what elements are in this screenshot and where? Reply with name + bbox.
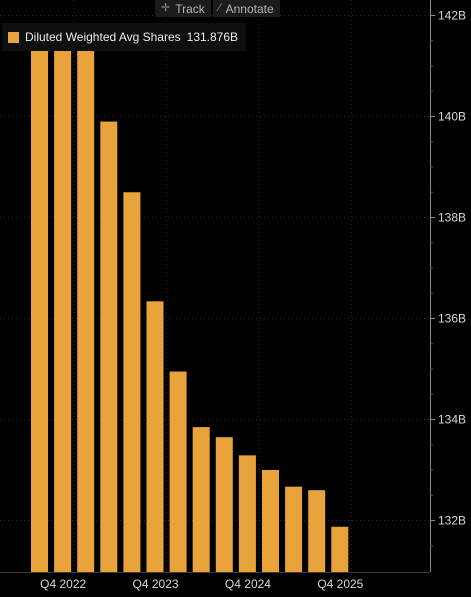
y-tick-label: 140B [438, 110, 466, 124]
bar [54, 48, 72, 572]
y-tick-label: 136B [438, 312, 466, 326]
annotate-button[interactable]: ∕ Annotate [212, 0, 280, 17]
x-tick-label: Q4 2025 [317, 577, 363, 591]
pencil-icon: ∕ [218, 2, 221, 14]
bar [192, 427, 210, 572]
x-tick-label: Q4 2024 [225, 577, 271, 591]
legend-last-value: 131.876B [186, 30, 239, 44]
chart-legend: Diluted Weighted Avg Shares 131.876B [2, 23, 247, 51]
chart-toolbar: ✛ Track ∕ Annotate [155, 0, 280, 17]
bar [331, 526, 349, 572]
bar [215, 437, 233, 572]
bar [262, 470, 279, 572]
crosshair-icon: ✛ [161, 2, 171, 14]
legend-swatch [8, 31, 19, 43]
track-button[interactable]: ✛ Track [155, 0, 211, 17]
x-tick-label: Q4 2023 [133, 577, 179, 591]
y-tick-label: 132B [438, 514, 466, 528]
y-tick-label: 134B [438, 413, 466, 427]
bar [169, 371, 187, 572]
y-tick-label: 142B [438, 9, 466, 23]
bar [146, 301, 164, 572]
legend-series-name: Diluted Weighted Avg Shares [25, 30, 181, 44]
bar [285, 486, 303, 572]
track-label: Track [175, 1, 205, 16]
bar [123, 192, 141, 572]
bar [31, 45, 48, 573]
x-tick-label: Q4 2022 [40, 577, 86, 591]
bar [100, 121, 118, 573]
y-tick-label: 138B [438, 211, 466, 225]
bar [77, 47, 95, 572]
annotate-label: Annotate [225, 1, 274, 16]
bar [308, 490, 326, 572]
bar [238, 455, 256, 572]
